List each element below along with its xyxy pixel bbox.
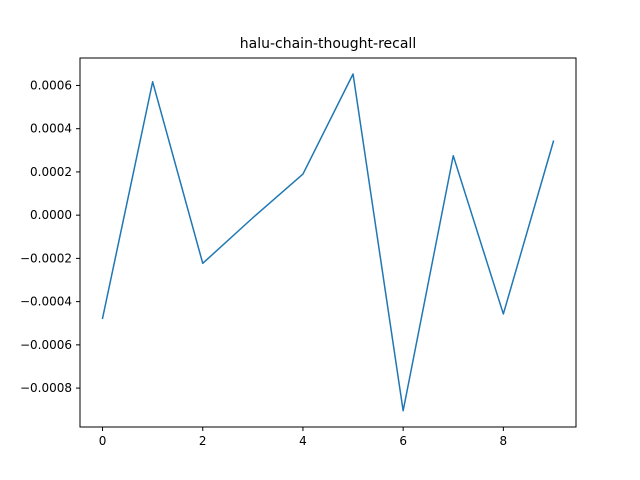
y-tick-label: −0.0006 [20, 338, 72, 352]
y-tick-label: −0.0008 [20, 381, 72, 395]
y-tick-label: −0.0002 [20, 251, 72, 265]
plot-area [101, 73, 555, 412]
x-tick-label: 0 [99, 434, 107, 448]
y-axis: −0.0008 −0.0006 −0.0004 −0.0002 0.0000 0.0002… [20, 78, 80, 395]
y-tick-label: 0.0000 [30, 208, 72, 222]
x-tick-label: 6 [399, 434, 407, 448]
y-tick-label: −0.0004 [20, 295, 72, 309]
y-tick-label: 0.0002 [30, 165, 72, 179]
chart-title: halu-chain-thought-recall [240, 36, 416, 52]
axes-frame [79, 57, 577, 428]
x-tick-label: 8 [500, 434, 508, 448]
y-tick-label: 0.0004 [30, 122, 72, 136]
x-tick-label: 2 [199, 434, 207, 448]
x-tick-label: 4 [299, 434, 307, 448]
series-line-0 [101, 73, 555, 412]
y-tick-label: 0.0006 [30, 78, 72, 92]
x-axis: 0 2 4 6 8 [99, 427, 507, 448]
